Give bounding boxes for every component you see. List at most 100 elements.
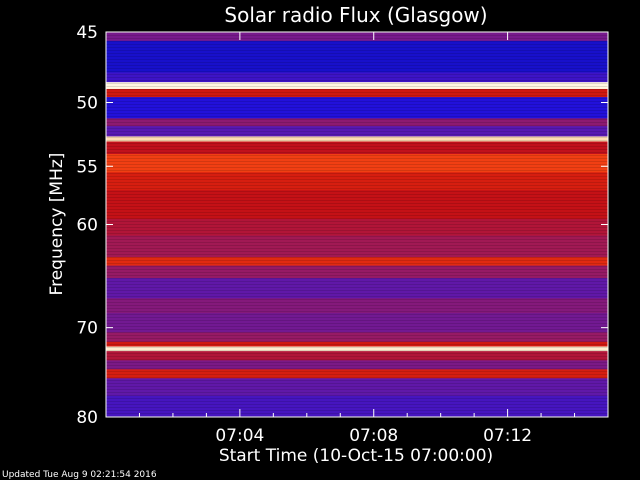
texture-line [106, 410, 608, 411]
texture-line [106, 308, 608, 309]
texture-line [106, 200, 608, 201]
texture-line [106, 230, 608, 231]
frequency-band [106, 172, 608, 191]
texture-line [106, 314, 608, 315]
texture-line [106, 44, 608, 45]
texture-line [106, 98, 608, 99]
texture-line [106, 386, 608, 387]
texture-line [106, 155, 608, 156]
texture-line [106, 305, 608, 306]
texture-line [106, 71, 608, 72]
frequency-band [106, 378, 608, 397]
texture-line [106, 377, 608, 378]
frequency-band [106, 257, 608, 267]
y-tick-label: 55 [76, 157, 98, 177]
texture-line [106, 353, 608, 354]
texture-line [106, 188, 608, 189]
frequency-band [106, 141, 608, 155]
texture-line [106, 95, 608, 96]
frequency-band [106, 126, 608, 137]
texture-line [106, 332, 608, 333]
texture-line [106, 341, 608, 342]
texture-line [106, 152, 608, 153]
texture-line [106, 206, 608, 207]
texture-line [106, 356, 608, 357]
texture-line [106, 242, 608, 243]
texture-line [106, 359, 608, 360]
texture-line [106, 38, 608, 39]
frequency-band [106, 346, 608, 352]
y-tick-label: 50 [76, 94, 98, 114]
texture-line [106, 158, 608, 159]
texture-line [106, 116, 608, 117]
frequency-band [106, 118, 608, 127]
texture-line [106, 179, 608, 180]
chart-title: Solar radio Flux (Glasgow) [224, 3, 487, 27]
frequency-band [106, 40, 608, 73]
texture-line [106, 251, 608, 252]
texture-line [106, 326, 608, 327]
texture-line [106, 269, 608, 270]
x-tick-label: 07:04 [215, 426, 264, 446]
texture-line [106, 92, 608, 93]
updated-timestamp: Updated Tue Aug 9 02:21:54 2016 [2, 470, 157, 480]
texture-line [106, 260, 608, 261]
texture-line [106, 287, 608, 288]
texture-line [106, 113, 608, 114]
frequency-band [106, 190, 608, 220]
texture-line [106, 125, 608, 126]
texture-line [106, 398, 608, 399]
texture-line [106, 389, 608, 390]
texture-line [106, 290, 608, 291]
x-axis-label: Start Time (10-Oct-15 07:00:00) [219, 446, 493, 466]
frequency-band [106, 32, 608, 42]
texture-line [106, 413, 608, 414]
frequency-band [106, 313, 608, 333]
plot-area [106, 32, 608, 418]
texture-line [106, 263, 608, 264]
texture-line [106, 56, 608, 57]
texture-line [106, 362, 608, 363]
texture-line [106, 395, 608, 396]
frequency-band [106, 360, 608, 370]
texture-line [106, 392, 608, 393]
texture-line [106, 101, 608, 102]
frequency-band [106, 97, 608, 119]
texture-line [106, 50, 608, 51]
texture-line [106, 299, 608, 300]
texture-line [106, 146, 608, 147]
frequency-band [106, 235, 608, 258]
texture-line [106, 311, 608, 312]
texture-line [106, 182, 608, 183]
texture-line [106, 272, 608, 273]
texture-line [106, 110, 608, 111]
texture-line [106, 65, 608, 66]
texture-line [106, 224, 608, 225]
frequency-band [106, 72, 608, 83]
texture-line [106, 137, 608, 138]
texture-line [106, 212, 608, 213]
texture-line [106, 197, 608, 198]
texture-line [106, 302, 608, 303]
texture-line [106, 149, 608, 150]
texture-line [106, 275, 608, 276]
texture-line [106, 164, 608, 165]
texture-line [106, 401, 608, 402]
texture-line [106, 254, 608, 255]
texture-line [106, 350, 608, 351]
texture-line [106, 338, 608, 339]
texture-line [106, 83, 608, 84]
texture-line [106, 233, 608, 234]
frequency-band [106, 265, 608, 279]
texture-line [106, 74, 608, 75]
texture-line [106, 62, 608, 63]
texture-line [106, 140, 608, 141]
frequency-band [106, 298, 608, 314]
texture-line [106, 89, 608, 90]
texture-line [106, 203, 608, 204]
texture-line [106, 209, 608, 210]
texture-line [106, 218, 608, 219]
texture-line [106, 245, 608, 246]
texture-line [106, 191, 608, 192]
frequency-band [106, 278, 608, 299]
